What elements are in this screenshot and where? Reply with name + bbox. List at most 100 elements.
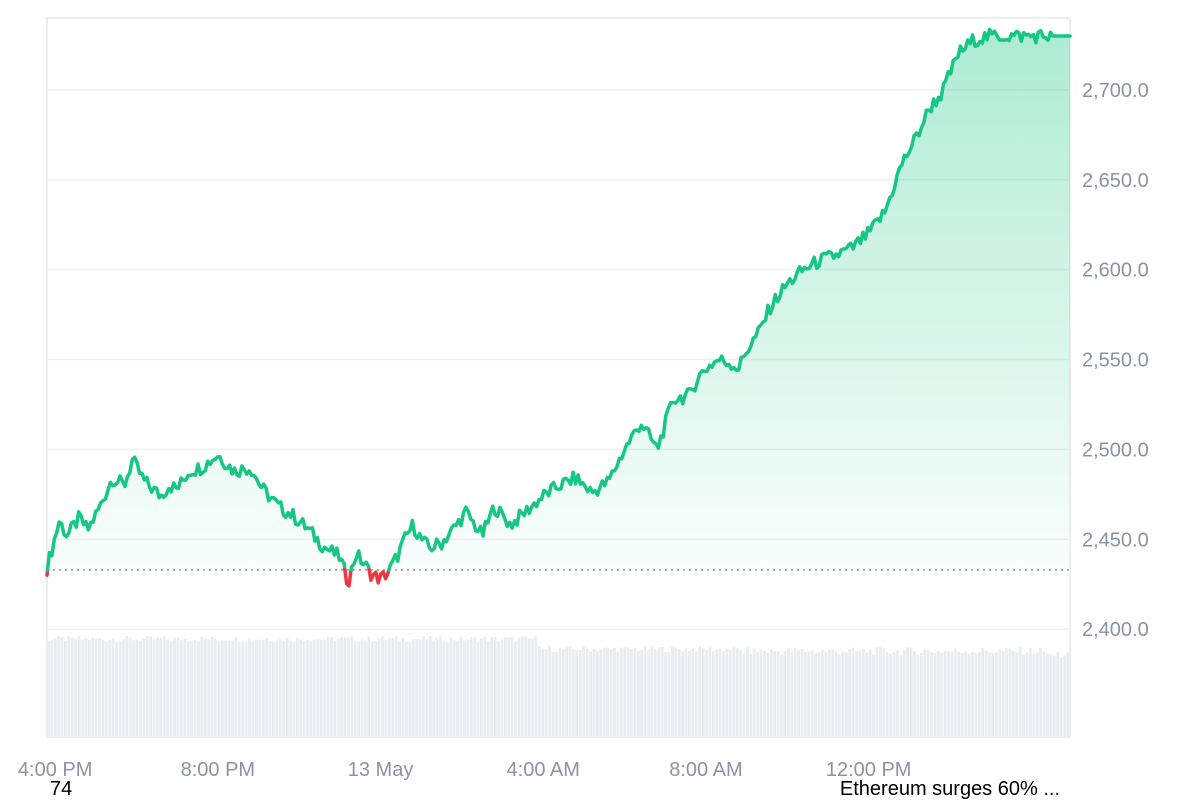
volume-bar xyxy=(1049,654,1053,737)
volume-bar xyxy=(722,650,725,737)
volume-bar xyxy=(711,651,715,737)
volume-bar xyxy=(353,641,357,737)
volume-bar xyxy=(520,636,524,737)
volume-bar xyxy=(974,652,978,737)
volume-bar xyxy=(299,639,303,737)
volume-bar xyxy=(681,651,684,737)
volume-bar xyxy=(1018,647,1022,737)
volume-bar xyxy=(524,636,528,737)
volume-bar xyxy=(302,641,306,737)
volume-bar xyxy=(388,638,391,737)
volume-bar xyxy=(241,641,245,737)
volume-bar xyxy=(589,651,592,737)
volume-bar xyxy=(650,646,654,737)
line-segment-up xyxy=(349,549,371,572)
y-tick-label: 2,650.0 xyxy=(1082,170,1149,192)
volume-bar xyxy=(217,640,221,737)
volume-bar xyxy=(804,651,807,737)
volume-bar xyxy=(950,651,954,737)
volume-bar xyxy=(340,637,343,737)
volume-bar xyxy=(657,647,661,737)
volume-bar xyxy=(139,640,142,737)
volume-bar xyxy=(1032,653,1036,737)
volume-bar xyxy=(231,641,234,737)
volume-bar xyxy=(688,650,691,737)
volume-bar xyxy=(282,641,286,737)
volume-bar xyxy=(780,654,783,737)
volume-bar xyxy=(708,647,712,737)
volume-bar xyxy=(401,638,405,737)
volume-bar xyxy=(875,647,879,737)
news-headline-link[interactable]: Ethereum surges 60% ... xyxy=(839,778,1060,800)
y-tick-label: 2,400.0 xyxy=(1082,619,1149,641)
volume-bar xyxy=(636,650,640,737)
x-tick-label: 4:00 AM xyxy=(507,759,580,781)
volume-bar xyxy=(220,640,224,737)
volume-bar xyxy=(316,639,320,737)
y-tick-label: 2,450.0 xyxy=(1082,529,1149,551)
volume-bar xyxy=(861,648,865,737)
volume-bar xyxy=(275,640,279,737)
volume-bar xyxy=(786,648,790,737)
volume-bar xyxy=(960,652,964,737)
volume-bar xyxy=(244,641,248,737)
volume-bar xyxy=(541,648,545,737)
volume-bar xyxy=(841,652,845,737)
volume-bar xyxy=(255,639,258,737)
volume-bar xyxy=(159,638,163,737)
volume-bar xyxy=(551,651,555,737)
x-tick-label: 13 May xyxy=(348,759,414,781)
volume-bar xyxy=(122,639,125,737)
volume-bar xyxy=(814,653,817,737)
y-tick-label: 2,550.0 xyxy=(1082,350,1149,372)
volume-bar xyxy=(343,637,347,737)
volume-bar xyxy=(984,650,988,737)
volume-bar xyxy=(619,647,623,737)
volume-bar xyxy=(118,641,122,737)
volume-bar xyxy=(183,638,187,737)
volume-bar xyxy=(555,651,558,737)
volume-bar xyxy=(391,637,395,737)
volume-bar xyxy=(214,639,217,737)
volume-bar xyxy=(947,651,950,737)
volume-bar xyxy=(725,648,729,737)
volume-bar xyxy=(715,649,719,737)
volume-bar xyxy=(909,647,913,737)
volume-bar xyxy=(998,649,1002,737)
volume-bar xyxy=(81,639,84,737)
volume-bar xyxy=(261,639,265,737)
volume-bar xyxy=(872,654,875,737)
volume-bar xyxy=(60,637,64,737)
volume-bar xyxy=(173,637,176,737)
volume-bar xyxy=(613,647,616,737)
volume-bar xyxy=(889,653,892,737)
volume-bar xyxy=(483,637,487,737)
volume-bar xyxy=(739,650,742,737)
volume-bar xyxy=(101,639,105,737)
volume-bar xyxy=(94,638,98,737)
volume-bar xyxy=(490,637,494,737)
volume-bar xyxy=(824,651,828,737)
y-axis-ticks: 2,700.0 2,650.0 2,600.0 2,550.0 2,500.0 2,450… xyxy=(1082,80,1149,641)
volume-bar xyxy=(347,637,350,737)
volume-bar xyxy=(609,648,613,737)
volume-bar xyxy=(821,649,824,737)
volume-bar xyxy=(933,652,937,737)
volume-bar xyxy=(224,640,228,737)
volume-bar xyxy=(964,651,968,737)
volume-bar xyxy=(190,641,193,737)
volume-bar xyxy=(913,651,916,737)
volume-bar xyxy=(497,640,500,737)
volume-bar xyxy=(1005,647,1008,737)
volume-bar xyxy=(527,638,531,737)
volume-bar xyxy=(827,649,831,737)
volume-bar xyxy=(463,640,466,737)
volume-bar xyxy=(1066,652,1070,737)
volume-bar xyxy=(357,641,361,737)
volume-bar xyxy=(729,649,732,737)
volume-bar xyxy=(943,650,947,737)
volume-bar xyxy=(902,650,906,737)
x-tick-label: 4:00 PM xyxy=(18,759,92,781)
volume-bar xyxy=(1035,652,1039,737)
